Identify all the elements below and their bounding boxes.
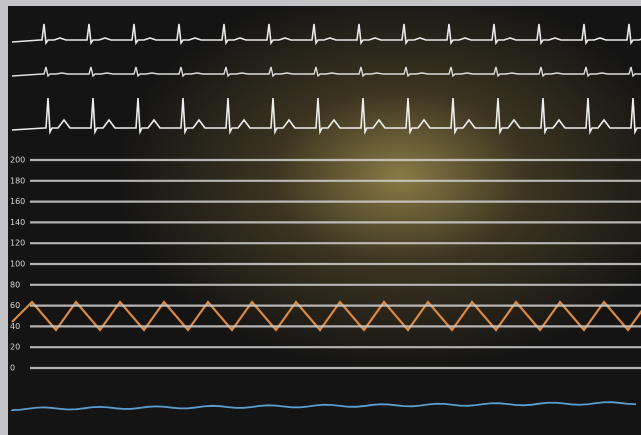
scale-label: 80 [10,280,20,289]
scale-label: 20 [10,343,20,352]
scale-label: 140 [10,218,25,227]
scale-label: 200 [10,156,25,165]
scale-label: 120 [10,239,25,248]
monitor-photo: 200180160140120100806040200 [0,0,641,435]
scale-label: 100 [10,260,25,269]
scale-label: 160 [10,197,25,206]
scale-label: 40 [10,322,20,331]
monitor-screen: 200180160140120100806040200 [0,0,641,435]
scale-label: 0 [10,364,15,373]
screen-bg [8,6,641,435]
scale-label: 60 [10,301,20,310]
scale-label: 180 [10,176,25,185]
